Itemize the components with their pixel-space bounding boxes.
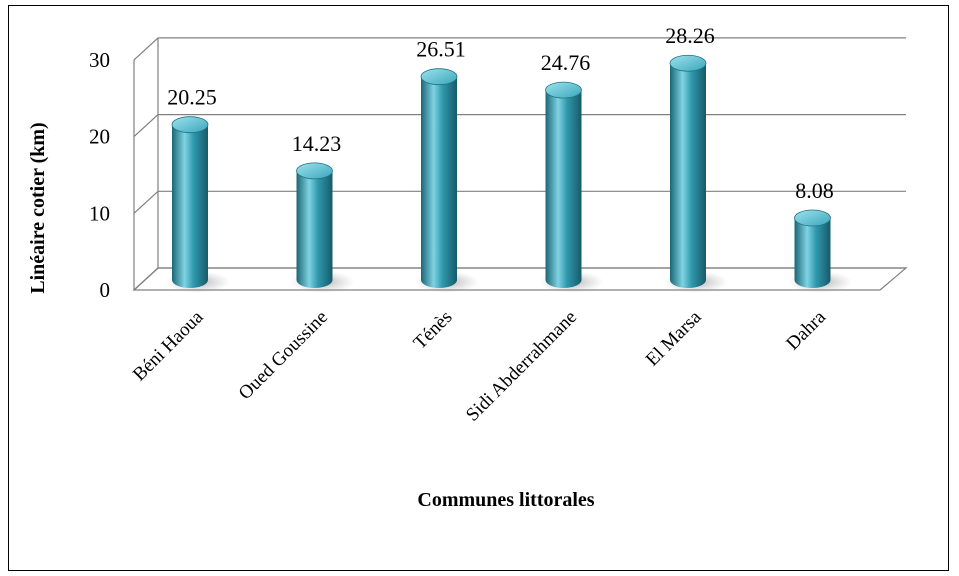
data-label: 28.26 [665, 23, 715, 48]
y-tick-label: 10 [89, 201, 110, 225]
bar [290, 162, 355, 293]
y-tick-label: 0 [100, 278, 111, 302]
x-axis-title: Communes littorales [417, 489, 594, 511]
category-label: El Marsa [642, 306, 706, 370]
bar-top [794, 209, 831, 227]
bar-body [172, 124, 208, 289]
category-label: Sidi Abderrahmane [462, 307, 581, 426]
category-label: Dahra [782, 306, 830, 354]
bar-body [296, 170, 333, 288]
chart-floor [132, 267, 908, 291]
bar [415, 68, 479, 293]
category-label: Béni Haoua [129, 306, 208, 385]
gridline-side [133, 37, 159, 61]
gridlines [133, 37, 906, 291]
bars [166, 54, 853, 293]
bar-top [420, 68, 458, 86]
y-axis-title: Linéaire cotier (km) [27, 122, 49, 293]
category-label: Ténès [410, 307, 457, 354]
bar-body [670, 63, 706, 288]
bar-top [171, 116, 209, 134]
data-label: 14.23 [292, 131, 342, 156]
data-label: 20.25 [167, 85, 217, 110]
data-labels: 20.25 14.23 26.51 24.76 28.26 8.08 [167, 23, 834, 203]
bar [539, 81, 604, 293]
bar [664, 54, 728, 293]
y-tick-label: 20 [89, 125, 110, 149]
gridline-side [133, 114, 159, 138]
data-label: 26.51 [416, 37, 466, 62]
category-label: Oued Goussine [235, 307, 332, 404]
bar-body [794, 218, 831, 288]
bar [166, 116, 230, 293]
data-label: 24.76 [541, 50, 591, 75]
bar-body [545, 90, 582, 289]
gridline-side [133, 190, 159, 214]
floor-plane [132, 267, 908, 291]
bar-top [669, 54, 707, 72]
chart-frame [8, 5, 949, 571]
bar [788, 209, 853, 293]
category-labels: Béni Haoua Oued Goussine Ténès Sidi Abderra… [129, 306, 831, 425]
y-tick-label: 30 [89, 48, 110, 72]
data-label: 8.08 [795, 178, 834, 203]
bar-top [545, 81, 582, 99]
y-axis-ticks: 0 10 20 30 [89, 48, 110, 302]
bar-top [296, 162, 333, 180]
bar-body [421, 76, 457, 288]
